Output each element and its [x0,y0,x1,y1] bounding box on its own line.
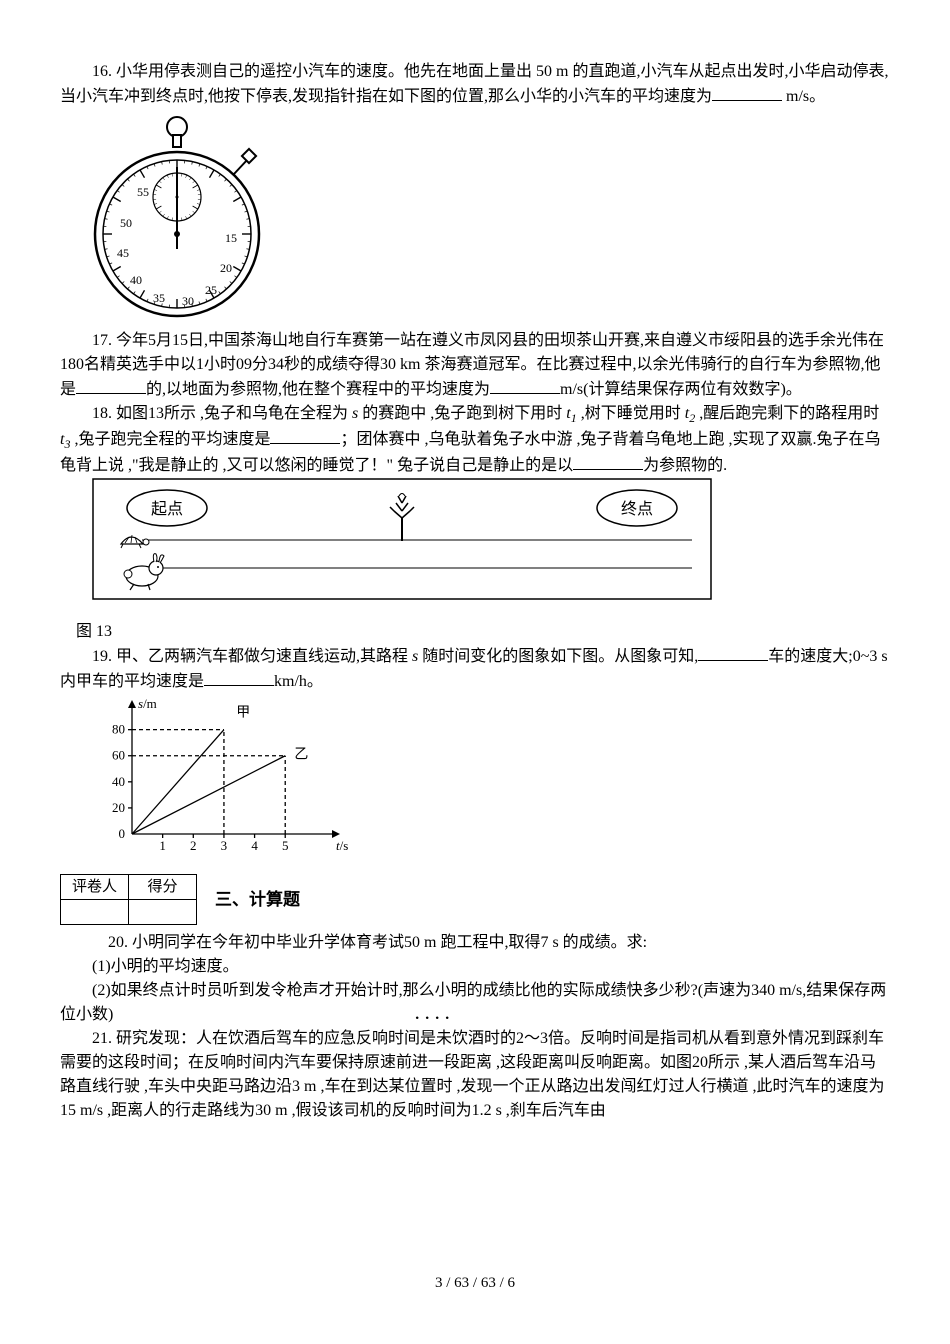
q19-t1: 19. 甲、乙两辆汽车都做匀速直线运动,其路程 [92,648,408,665]
q16-t2: m/s。 [786,88,825,105]
q18-t5: ,兔子跑完全程的平均速度是 [74,431,270,448]
svg-text:1: 1 [159,838,166,853]
svg-text:4: 4 [251,838,258,853]
score-cell [129,900,197,925]
fig13-label: 图 13 [60,620,890,644]
q18-t7: 为参照物的. [643,457,727,474]
race-figure: 起点 终点 [92,478,890,618]
q20-t1: 20. 小明同学在今年初中毕业升学体育考试50 m 跑工程中,取得7 s 的成绩… [60,931,890,955]
q19-t4: km/h。 [274,673,323,690]
svg-text:40: 40 [112,774,125,789]
svg-text:20: 20 [220,261,232,275]
chart-svg: 20 40 60 80 0 1 2 3 4 5 s/m t/s 甲乙 [92,694,362,864]
q17-t2: 的,以地面为参照物,他在整个赛程中的平均速度为 [146,381,490,398]
svg-text:60: 60 [112,748,125,763]
q16-text: 16. 小华用停表测自己的遥控小汽车的速度。他先在地面上量出 50 m 的直跑道… [60,60,890,109]
q18-t2: 的赛跑中 ,兔子跑到树下用时 [362,405,562,422]
svg-text:t/s: t/s [336,838,348,853]
end-label: 终点 [621,500,653,518]
svg-text:80: 80 [112,722,125,737]
dots: ．．．． [413,1006,461,1023]
svg-text:乙: 乙 [294,747,308,763]
svg-text:50: 50 [120,216,132,230]
svg-text:25: 25 [205,283,217,297]
svg-text:5: 5 [282,838,289,853]
q18-t1: 18. 如图13所示 ,兔子和乌龟在全程为 [92,405,348,422]
q20-s2: (2)如果终点计时员听到发令枪声才开始计时,那么小明的成绩比他的实际成绩快多少秒… [60,979,890,1027]
q18-blank2 [573,453,643,470]
section3-row: 评卷人 得分 三、计算题 [60,874,890,925]
svg-text:15: 15 [225,231,237,245]
svg-text:30: 30 [182,294,194,308]
q19-t2: 随时间变化的图象如下图。从图象可知, [422,648,698,665]
q18-blank1 [270,427,340,444]
score-head: 得分 [129,875,197,900]
svg-text:s/m: s/m [138,696,157,711]
grader-cell [61,900,129,925]
q19-text: 19. 甲、乙两辆汽车都做匀速直线运动,其路程 s 随时间变化的图象如下图。从图… [60,644,890,694]
q19-blank1 [698,644,768,661]
svg-text:0: 0 [119,826,126,841]
svg-text:35: 35 [153,291,165,305]
score-table: 评卷人 得分 [60,874,197,925]
q18-t4: ,醒后跑完剩下的路程用时 [699,405,879,422]
section3-title: 三、计算题 [215,887,300,913]
stopwatch-svg: 55 50 45 40 35 30 25 20 15 [92,109,262,329]
svg-text:40: 40 [130,273,142,287]
svg-text:45: 45 [117,246,129,260]
chart-figure: 20 40 60 80 0 1 2 3 4 5 s/m t/s 甲乙 [92,694,890,864]
svg-text:2: 2 [190,838,197,853]
svg-text:3: 3 [221,838,228,853]
q21-t1: 21. 研究发现：人在饮酒后驾车的应急反响时间是未饮酒时的2～3倍。反响时间是指… [60,1027,890,1123]
q20-s1: (1)小明的平均速度。 [60,955,890,979]
grader-head: 评卷人 [61,875,129,900]
race-svg: 起点 终点 [92,478,712,618]
q17-blank1 [76,377,146,394]
q19-blank2 [204,669,274,686]
page-footer: 3 / 63 / 63 / 6 [60,1272,890,1295]
svg-text:55: 55 [137,185,149,199]
svg-text:20: 20 [112,800,125,815]
q18-t3: ,树下睡觉用时 [581,405,681,422]
q18-text: 18. 如图13所示 ,兔子和乌龟在全程为 s 的赛跑中 ,兔子跑到树下用时 t… [60,402,890,478]
q16-blank [712,84,782,101]
start-label: 起点 [151,500,183,518]
svg-text:甲: 甲 [236,706,250,721]
q17-blank2 [490,377,560,394]
q17-t3: m/s(计算结果保存两位有效数字)。 [560,381,802,398]
stopwatch-figure: 55 50 45 40 35 30 25 20 15 [92,109,890,329]
q17-text: 17. 今年5月15日,中国茶海山地自行车赛第一站在遵义市凤冈县的田坝茶山开赛,… [60,329,890,402]
